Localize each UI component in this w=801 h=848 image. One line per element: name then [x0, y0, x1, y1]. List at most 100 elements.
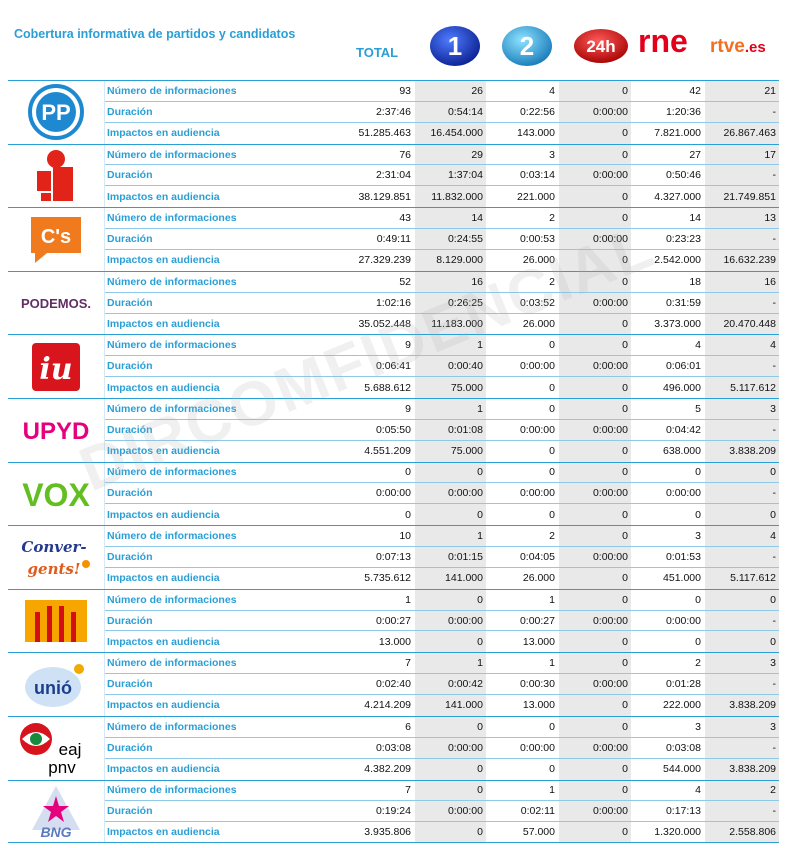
- rtve-logo-text: rtve: [710, 36, 745, 57]
- cell-la2: 0:03:52: [486, 292, 558, 313]
- cell-rne: 3: [631, 526, 704, 547]
- cell-la1: 141.000: [414, 695, 486, 716]
- svg-text:pnv: pnv: [48, 758, 76, 777]
- table-row: Impactos en audiencia 13.000 0 13.000 0 0 0: [105, 631, 779, 653]
- metric-informaciones-label: Número de informaciones: [107, 148, 237, 161]
- metric-impactos-label: Impactos en audiencia: [107, 508, 220, 521]
- metric-informaciones-label: Número de informaciones: [107, 530, 237, 543]
- cell-24h: 0: [558, 589, 631, 610]
- cell-rne: 0:00:00: [631, 610, 704, 631]
- cell-la1: 16.454.000: [414, 122, 486, 144]
- table-row: Impactos en audiencia 51.285.463 16.454.00…: [105, 122, 779, 144]
- rne-logo-text: rne: [638, 23, 688, 59]
- unio-logo-text: unió: [34, 678, 72, 698]
- cell-la1: 26: [414, 81, 486, 101]
- cell-la1: 0:00:00: [414, 737, 486, 758]
- cell-rtve: 3: [704, 398, 779, 419]
- cell-la2: 0:02:11: [486, 801, 558, 821]
- metric-duracion-label: Duración: [107, 296, 153, 309]
- cell-total: 0:06:41: [338, 356, 414, 377]
- cell-rne: 27: [631, 144, 704, 165]
- rne-logo: rne: [636, 22, 700, 66]
- cell-la2: 3: [486, 144, 558, 165]
- table-header: Cobertura informativa de partidos y cand…: [0, 0, 801, 80]
- cell-rne: 4: [631, 780, 704, 801]
- la1-logo: 1: [428, 24, 482, 72]
- svg-text:gents!: gents!: [28, 560, 81, 578]
- cell-24h: 0:00:00: [558, 483, 631, 504]
- cell-rtve: -: [704, 610, 779, 631]
- cell-total: 0:00:27: [338, 610, 414, 631]
- cell-rne: 0:01:53: [631, 547, 704, 567]
- cell-la2: 4: [486, 81, 558, 101]
- party-block-upyd: UPYD Número de informaciones 9 1 0 0 5 3 Duració…: [8, 397, 779, 462]
- metric-duracion-label: Duración: [107, 678, 153, 691]
- table-row: Duración 2:37:46 0:54:14 0:22:56 0:00:00 1:20…: [105, 101, 779, 123]
- cell-rne: 0:04:42: [631, 419, 704, 440]
- table-row: Duración 2:31:04 1:37:04 0:03:14 0:00:00 0:50…: [105, 165, 779, 187]
- la2-logo: 2: [500, 24, 554, 72]
- table-row: Número de informaciones 1 0 1 0 0 0: [105, 589, 779, 611]
- cell-24h: 0: [558, 335, 631, 356]
- cell-la2: 0:00:00: [486, 737, 558, 758]
- cell-24h: 0:00:00: [558, 737, 631, 758]
- cell-la1: 14: [414, 208, 486, 229]
- cell-total: 0:00:00: [338, 483, 414, 504]
- cell-la1: 0:00:42: [414, 674, 486, 695]
- cell-la1: 1: [414, 398, 486, 419]
- cell-total: 6: [338, 716, 414, 737]
- table-row: Duración 0:03:08 0:00:00 0:00:00 0:00:00 0:03…: [105, 737, 779, 759]
- metric-impactos-label: Impactos en audiencia: [107, 127, 220, 140]
- metric-informaciones-label: Número de informaciones: [107, 212, 237, 225]
- cell-rne: 496.000: [631, 377, 704, 398]
- cell-24h: 0:00:00: [558, 229, 631, 249]
- cell-rtve: 13: [704, 208, 779, 229]
- table-row: Número de informaciones 76 29 3 0 27 17: [105, 144, 779, 166]
- cell-24h: 0:00:00: [558, 165, 631, 186]
- metric-duracion-label: Duración: [107, 360, 153, 373]
- cell-total: 51.285.463: [338, 122, 414, 144]
- metric-duracion-label: Duración: [107, 232, 153, 245]
- cell-total: 0:49:11: [338, 229, 414, 249]
- upyd-logo: UPYD: [8, 398, 105, 462]
- cell-total: 0: [338, 504, 414, 526]
- cell-la1: 0: [414, 758, 486, 780]
- cell-la2: 0:03:14: [486, 165, 558, 186]
- cell-24h: 0: [558, 186, 631, 208]
- cell-rtve: -: [704, 483, 779, 504]
- metric-duracion-label: Duración: [107, 487, 153, 500]
- cell-24h: 0: [558, 653, 631, 674]
- cell-la2: 13.000: [486, 695, 558, 716]
- cell-24h: 0: [558, 440, 631, 462]
- cell-total: 93: [338, 81, 414, 101]
- cell-la2: 0: [486, 377, 558, 398]
- table-row: Duración 0:05:50 0:01:08 0:00:00 0:00:00 0:04…: [105, 419, 779, 441]
- cell-rtve: -: [704, 801, 779, 821]
- cell-rne: 0:01:28: [631, 674, 704, 695]
- cell-la2: 0:00:27: [486, 610, 558, 631]
- metric-informaciones-label: Número de informaciones: [107, 84, 237, 97]
- cell-total: 52: [338, 271, 414, 292]
- table-row: Número de informaciones 7 0 1 0 4 2: [105, 780, 779, 802]
- cell-24h: 0: [558, 758, 631, 780]
- la1-logo-text: 1: [448, 31, 462, 61]
- cell-rtve: 0: [704, 504, 779, 526]
- cell-total: 76: [338, 144, 414, 165]
- table-row: Duración 0:07:13 0:01:15 0:04:05 0:00:00 0:01…: [105, 547, 779, 568]
- cell-rtve: 21.749.851: [704, 186, 779, 208]
- metric-informaciones-label: Número de informaciones: [107, 275, 237, 288]
- table-row: Número de informaciones 6 0 0 0 3 3: [105, 716, 779, 738]
- table-row: Impactos en audiencia 4.382.209 0 0 0 544.000…: [105, 758, 779, 780]
- metric-informaciones-label: Número de informaciones: [107, 720, 237, 733]
- cell-rne: 544.000: [631, 758, 704, 780]
- cell-rne: 5: [631, 398, 704, 419]
- cell-24h: 0: [558, 377, 631, 398]
- pnv-logo: eaj pnv: [8, 716, 105, 780]
- iu-logo-text: iu: [39, 352, 72, 387]
- cell-24h: 0: [558, 780, 631, 801]
- cell-la1: 0: [414, 589, 486, 610]
- table-row: Número de informaciones 93 26 4 0 42 21: [105, 81, 779, 102]
- pp-logo-text: PP: [41, 100, 70, 125]
- cell-la2: 0:00:30: [486, 674, 558, 695]
- cell-rtve: 16.632.239: [704, 249, 779, 271]
